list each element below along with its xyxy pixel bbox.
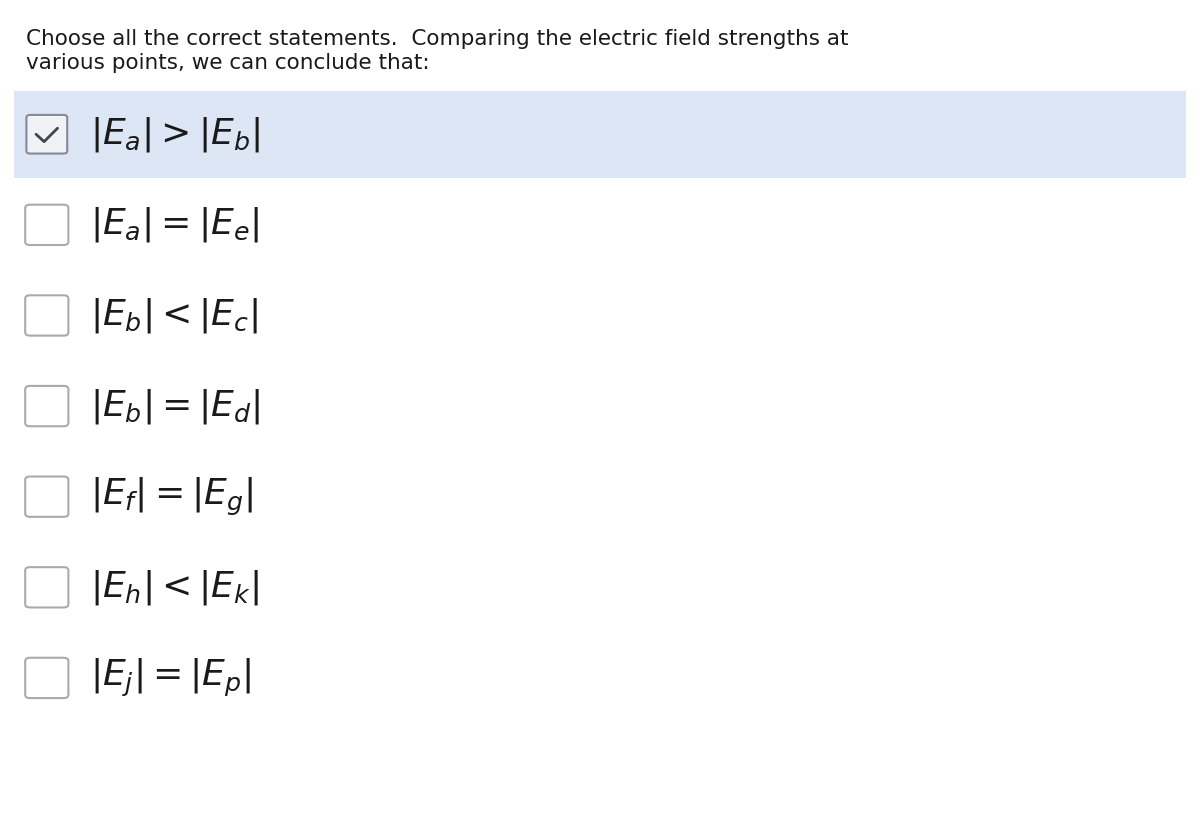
Text: $|E_a| > |E_b|$: $|E_a| > |E_b|$ [90,115,259,154]
Text: Choose all the correct statements.  Comparing the electric field strengths at: Choose all the correct statements. Compa… [26,29,848,50]
Text: $|E_f| = |E_g|$: $|E_f| = |E_g|$ [90,476,253,518]
Text: various points, we can conclude that:: various points, we can conclude that: [26,53,430,73]
Text: $|E_h| < |E_k|$: $|E_h| < |E_k|$ [90,568,259,607]
Text: $|E_b| < |E_c|$: $|E_b| < |E_c|$ [90,296,258,335]
Text: $|E_a| = |E_e|$: $|E_a| = |E_e|$ [90,206,259,244]
Text: $|E_j| = |E_p|$: $|E_j| = |E_p|$ [90,657,251,699]
Text: $|E_b| = |E_d|$: $|E_b| = |E_d|$ [90,387,260,425]
